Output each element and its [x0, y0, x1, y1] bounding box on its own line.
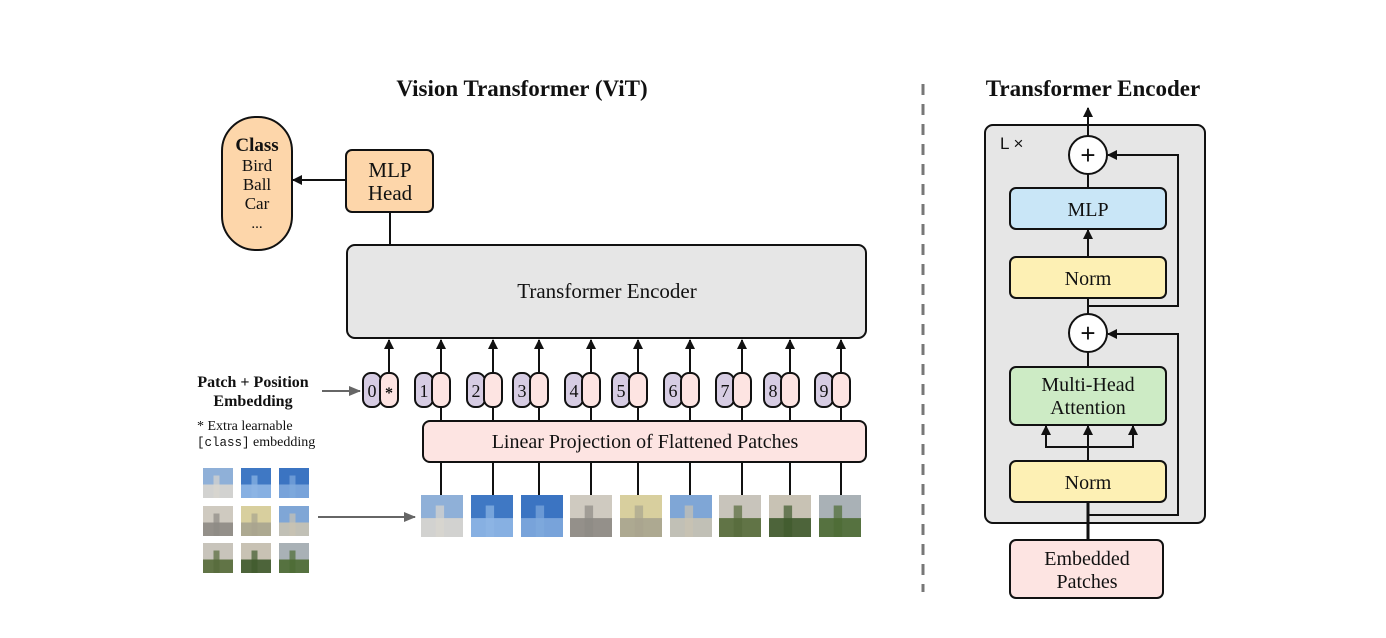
encoder-title: Transformer Encoder	[986, 76, 1200, 101]
patch-thumbnail	[421, 495, 463, 537]
class-code: [class]	[197, 436, 250, 450]
class-item: Ball	[243, 175, 272, 194]
mlp-label: MLP	[1067, 199, 1108, 221]
position-index: 2	[472, 381, 481, 401]
qkv-split	[1046, 446, 1133, 461]
patch-thumbnail	[819, 495, 861, 537]
position-index: 8	[769, 381, 778, 401]
grid-patch	[241, 468, 271, 498]
patch-thumbnail	[670, 495, 712, 537]
embedded-patches-label: Patches	[1056, 571, 1117, 593]
class-heading: Class	[235, 135, 278, 156]
grid-patch	[203, 468, 233, 498]
grid-patch	[279, 506, 309, 536]
token-row: 0 * 1 2 3 4 5 6 7 8 9	[362, 339, 851, 495]
patch-thumbnail	[769, 495, 811, 537]
extra-learnable-note: * Extra learnable	[197, 419, 293, 434]
attention-label: Attention	[1050, 397, 1126, 419]
patch-sequence	[421, 495, 861, 537]
patch-thumbnail	[570, 495, 612, 537]
patch-embedding	[732, 372, 752, 408]
position-index: 7	[721, 381, 730, 401]
embedded-patches-box	[1009, 539, 1164, 599]
repeat-label: L ×	[1000, 134, 1023, 153]
patch-embedding	[831, 372, 851, 408]
transformer-encoder-box	[346, 244, 867, 339]
plus-icon: +	[1080, 318, 1095, 348]
mlp-head-label: MLP	[368, 158, 411, 182]
embedding-label: Patch + Position	[197, 374, 308, 391]
embedding-label: Embedding	[213, 393, 292, 410]
linear-projection-box	[422, 420, 867, 463]
class-token-mark: *	[385, 385, 393, 402]
position-index: 3	[518, 381, 527, 401]
attention-label: Multi-Head	[1041, 374, 1134, 396]
position-index: 4	[570, 381, 579, 401]
grid-patch	[279, 543, 309, 573]
image-patch-grid	[203, 468, 309, 573]
grid-patch	[203, 506, 233, 536]
residual-top	[1088, 150, 1179, 307]
position-index: 9	[820, 381, 829, 401]
patch-embedding	[483, 372, 503, 408]
patch-embedding	[680, 372, 700, 408]
position-index: 6	[669, 381, 678, 401]
position-index: 5	[617, 381, 626, 401]
patch-embedding	[581, 372, 601, 408]
embedding-word: embedding	[250, 435, 316, 450]
position-index: 0	[368, 381, 377, 401]
class-embedding-note: [class] embedding	[197, 435, 315, 450]
grid-patch	[241, 543, 271, 573]
norm-label: Norm	[1065, 472, 1112, 494]
plus-icon: +	[1080, 140, 1095, 170]
linear-projection-label: Linear Projection of Flattened Patches	[492, 431, 799, 453]
patch-embedding	[628, 372, 648, 408]
mlp-head-label: Head	[368, 181, 413, 205]
grid-patch	[241, 506, 271, 536]
patch-thumbnail	[471, 495, 513, 537]
norm-label: Norm	[1065, 268, 1112, 290]
patch-thumbnail	[521, 495, 563, 537]
patch-embedding	[431, 372, 451, 408]
embedded-patches-label: Embedded	[1044, 548, 1130, 570]
transformer-encoder-label: Transformer Encoder	[517, 279, 696, 303]
patch-thumbnail	[620, 495, 662, 537]
grid-patch	[279, 468, 309, 498]
vit-title: Vision Transformer (ViT)	[396, 76, 647, 101]
class-item: ...	[251, 216, 262, 232]
patch-embedding	[529, 372, 549, 408]
class-item: Car	[245, 194, 270, 213]
patch-thumbnail	[719, 495, 761, 537]
position-index: 1	[420, 381, 429, 401]
class-item: Bird	[242, 156, 273, 175]
patch-embedding	[780, 372, 800, 408]
grid-patch	[203, 543, 233, 573]
residual-bottom	[1088, 329, 1179, 516]
patch-embedding	[379, 372, 399, 408]
